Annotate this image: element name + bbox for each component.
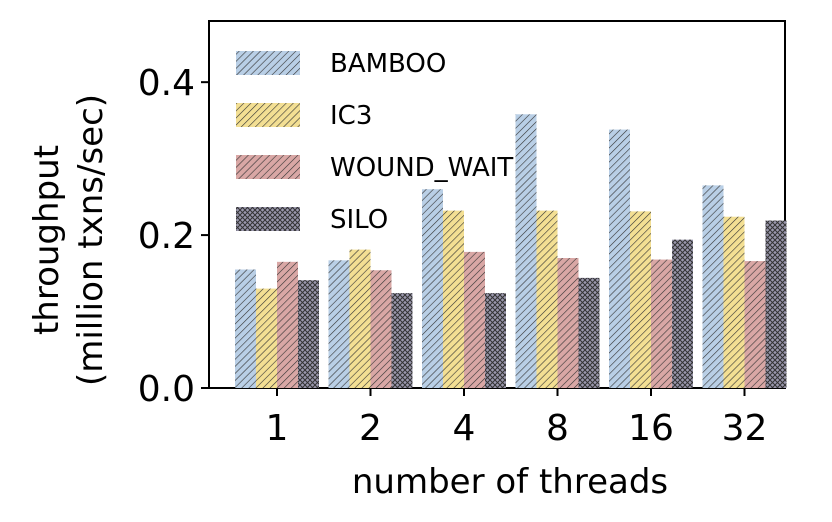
legend-label: BAMBOO (330, 49, 446, 79)
x-tick-label: 32 (722, 408, 768, 449)
bar-bamboo-1 (235, 269, 256, 388)
bar-silo-32 (765, 220, 787, 388)
bar-ic3-32 (723, 216, 745, 388)
y-axis-title: throughput (million txns/sec) (27, 94, 111, 386)
bar-silo-2 (391, 293, 413, 388)
y-axis-ticks: 0.0 0.2 0.4 (138, 63, 209, 410)
x-axis-title: number of threads (352, 462, 668, 502)
x-tick-label: 1 (266, 408, 289, 449)
x-tick-label: 16 (628, 408, 674, 449)
legend-item-bamboo: BAMBOO (236, 49, 446, 79)
bar-silo-4 (485, 293, 506, 388)
bar-silo-1 (298, 280, 319, 388)
legend-swatch (236, 51, 300, 75)
bar-ic3-16 (630, 211, 651, 388)
x-tick-label: 2 (359, 408, 382, 449)
legend: BAMBOO IC3 WOUND_WAIT SILO (236, 49, 513, 235)
legend-label: IC3 (330, 101, 372, 131)
legend-item-ic3: IC3 (236, 101, 372, 131)
bar-silo-16 (672, 239, 693, 388)
bar-wound-wait-1 (277, 261, 298, 388)
y-tick-label: 0.4 (138, 63, 195, 104)
bars-layer (235, 114, 787, 388)
bar-wound-wait-2 (370, 270, 392, 388)
y-tick-label: 0.2 (138, 216, 195, 257)
bar-wound-wait-8 (557, 258, 579, 388)
legend-swatch (236, 103, 300, 127)
bar-wound-wait-4 (464, 251, 485, 388)
bar-bamboo-32 (702, 185, 724, 388)
legend-item-silo: SILO (236, 205, 388, 235)
legend-swatch (236, 207, 300, 231)
bar-wound-wait-16 (651, 259, 672, 388)
bar-silo-8 (578, 277, 600, 388)
y-tick-label: 0.0 (138, 369, 195, 410)
bar-bamboo-2 (328, 260, 350, 388)
y-axis-title-line-1: throughput (27, 145, 67, 335)
legend-label: WOUND_WAIT (330, 153, 513, 183)
bar-ic3-8 (536, 210, 558, 388)
bar-ic3-2 (349, 249, 371, 388)
bar-bamboo-16 (609, 129, 630, 388)
legend-item-wound-wait: WOUND_WAIT (236, 153, 513, 183)
bar-wound-wait-32 (744, 261, 766, 388)
x-axis-ticks: 1 2 4 8 16 32 (266, 388, 768, 449)
legend-swatch (236, 155, 300, 179)
bar-bamboo-8 (515, 114, 537, 388)
bar-ic3-1 (256, 288, 277, 388)
y-axis-title-line-2: (million txns/sec) (71, 94, 111, 386)
legend-label: SILO (330, 205, 388, 235)
bar-ic3-4 (443, 210, 464, 388)
x-tick-label: 8 (546, 408, 569, 449)
x-tick-label: 4 (453, 408, 476, 449)
bar-bamboo-4 (422, 189, 443, 388)
